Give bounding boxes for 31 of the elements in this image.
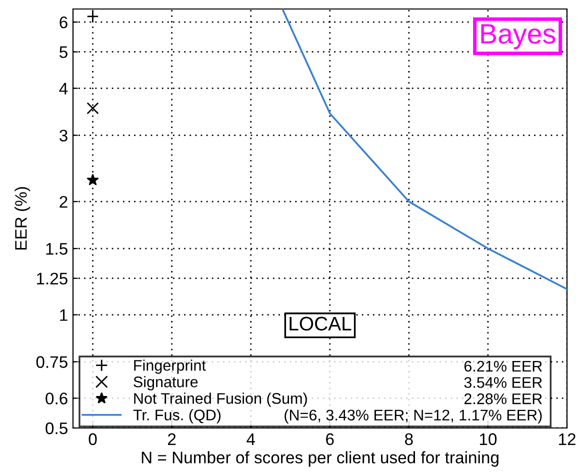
y-tick-label: 0.5	[46, 422, 68, 434]
y-tick-label: 1	[60, 309, 68, 321]
legend-label: Signature	[134, 376, 198, 390]
annotation: 2.28% EER	[464, 393, 542, 404]
x-tick-label: 10	[480, 433, 497, 446]
y-tick-label: 2	[60, 196, 68, 208]
legend-label: Fingerprint	[134, 360, 206, 374]
x-tick-label: 8	[405, 433, 413, 446]
y-tick-label: 1.25	[36, 272, 68, 285]
annotation: 6.21% EER	[464, 360, 542, 372]
x-tick-label: 6	[326, 433, 334, 446]
annotation: LOCAL	[290, 316, 352, 331]
y-tick-label: 0.6	[46, 392, 68, 404]
y-tick-label: 3	[60, 130, 68, 142]
legend-label: Not Trained Fusion (Sum)	[134, 392, 307, 407]
annotation: 3.54% EER	[464, 377, 542, 388]
x-axis-title: N = Number of scores per client used for training	[142, 451, 498, 467]
y-tick-label: 0.75	[36, 356, 68, 368]
y-tick-label: 1.5	[46, 243, 68, 255]
line-series	[282, 9, 567, 290]
y-tick-label: 5	[60, 46, 68, 58]
x-tick-label: 2	[168, 433, 176, 445]
x-tick-label: 12	[559, 433, 576, 445]
y-tick-label: 6	[60, 16, 68, 28]
x-tick-label: 4	[246, 433, 255, 445]
annotation: Bayes	[481, 24, 556, 50]
legend-label: Tr. Fus. (QD)	[133, 409, 221, 424]
y-axis-title: EER (%)	[14, 187, 30, 250]
x-tick-label: 0	[88, 433, 97, 446]
annotation: (N=6, 3.43% EER; N=12, 1.17% EER)	[284, 409, 542, 424]
y-tick-label: 4	[59, 82, 68, 94]
